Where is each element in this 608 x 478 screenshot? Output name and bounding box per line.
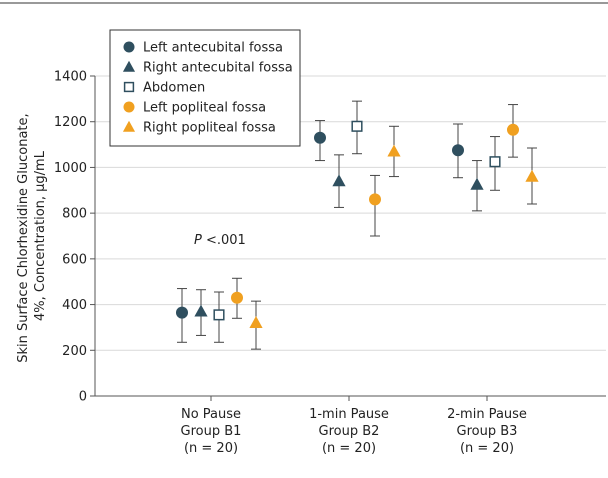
marker-circle (452, 144, 464, 157)
y-axis-title-line-1: Skin Surface Chlorhexidine Gluconate, (16, 113, 31, 362)
marker-triangle (122, 120, 136, 132)
legend-label: Right antecubital fossa (143, 61, 293, 76)
data-point (525, 147, 539, 205)
data-point (470, 160, 484, 212)
x-category-label-line: Group B1 (181, 424, 242, 439)
legend-item: Right antecubital fossa (122, 60, 293, 76)
marker-circle (176, 306, 188, 319)
x-category-label-line: 2-min Pause (447, 407, 527, 422)
marker-triangle (122, 60, 136, 72)
y-axis-title-line-2: 4%, Concentration, µg/mL (33, 150, 48, 321)
x-category-label-line: Group B3 (457, 424, 518, 439)
legend-label: Left popliteal fossa (143, 101, 266, 116)
y-axis-title: Skin Surface Chlorhexidine Gluconate, 4%… (16, 109, 48, 363)
marker-circle (123, 41, 135, 53)
marker-square (351, 120, 363, 132)
marker-circle (507, 123, 519, 136)
x-category-label-line: (n = 20) (322, 441, 376, 456)
y-tick-label: 600 (62, 252, 87, 267)
legend-box (109, 29, 301, 147)
y-tick-label: 200 (62, 344, 87, 359)
marker-square (123, 81, 135, 93)
marker-circle (231, 291, 243, 304)
y-tick-label: 800 (62, 207, 87, 222)
legend-item: Right popliteal fossa (122, 120, 276, 136)
data-point (249, 300, 263, 350)
y-tick-label: 1200 (54, 115, 87, 130)
marker-triangle (194, 304, 208, 317)
data-point (351, 100, 363, 155)
legend-item: Abdomen (123, 81, 205, 96)
y-tick-label: 1000 (54, 161, 87, 176)
marker-square (213, 309, 225, 321)
marker-triangle (387, 144, 401, 157)
legend-label: Right popliteal fossa (143, 121, 276, 136)
data-points (176, 100, 539, 350)
x-category-label-line: 1-min Pause (309, 407, 389, 422)
legend-label: Abdomen (143, 81, 205, 96)
marker-triangle (470, 177, 484, 190)
data-point (489, 136, 501, 191)
y-ticks: 0 200 400 600 800 1000 1200 1400 (54, 70, 95, 405)
data-point (213, 291, 225, 343)
marker-triangle (525, 169, 539, 182)
y-tick-label: 1400 (54, 70, 87, 85)
x-category-label-line: (n = 20) (460, 441, 514, 456)
y-tick-label: 0 (79, 390, 87, 405)
p-value-italic: P (194, 233, 202, 248)
data-point (387, 125, 401, 178)
data-point (452, 123, 464, 179)
p-value-rest: <.001 (202, 233, 246, 248)
marker-circle (123, 101, 135, 113)
x-category-label-line: No Pause (181, 407, 241, 422)
legend: Left antecubital fossa Right antecubital … (109, 29, 301, 147)
marker-circle (369, 193, 381, 206)
legend-item: Left popliteal fossa (123, 101, 266, 116)
marker-triangle (249, 316, 263, 328)
x-category-label-line: (n = 20) (184, 441, 238, 456)
data-point (194, 289, 208, 336)
marker-triangle (332, 174, 346, 187)
data-point (231, 277, 243, 319)
x-category-label-line: Group B2 (319, 424, 380, 439)
data-point (332, 154, 346, 208)
x-category-labels: No Pause Group B1 (n = 20) 1-min Pause Group… (181, 396, 527, 456)
marker-circle (314, 131, 326, 144)
data-point (369, 174, 381, 237)
legend-label: Left antecubital fossa (143, 41, 283, 56)
y-tick-label: 400 (62, 298, 87, 313)
data-point (314, 120, 326, 162)
marker-square (489, 156, 501, 168)
p-value-annotation: P <.001 (194, 233, 246, 248)
legend-item: Left antecubital fossa (123, 41, 283, 56)
data-point (176, 288, 188, 343)
data-point (507, 104, 519, 158)
